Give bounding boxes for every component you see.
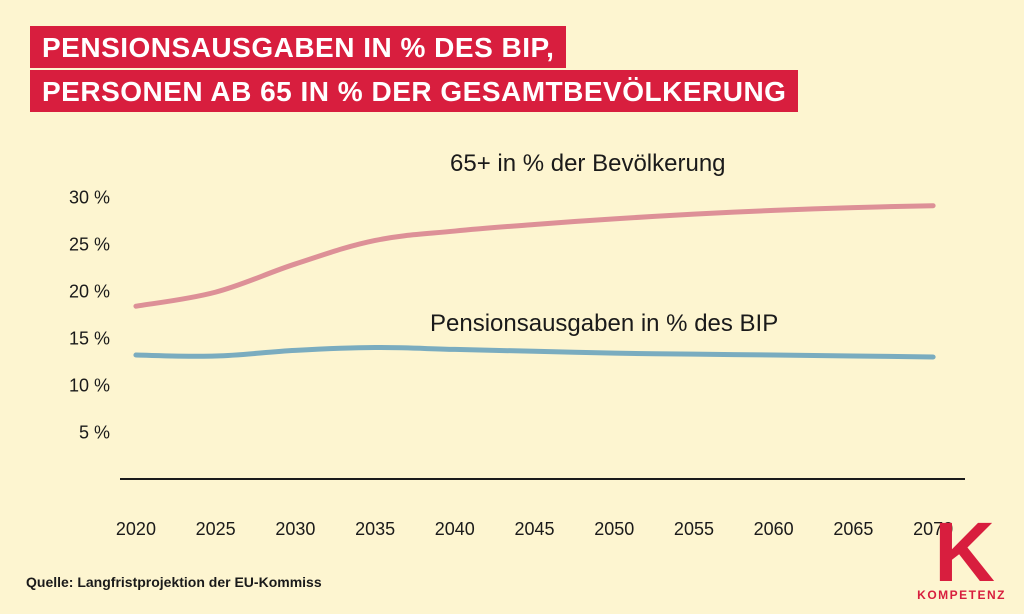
title-line-2: PERSONEN AB 65 IN % DER GESAMTBEVÖLKERUN… [30, 70, 798, 112]
x-tick: 2055 [674, 519, 714, 540]
logo-text: KOMPETENZ [917, 588, 1006, 602]
y-tick: 15 % [60, 329, 110, 350]
x-tick: 2025 [196, 519, 236, 540]
x-tick: 2065 [833, 519, 873, 540]
x-tick: 2035 [355, 519, 395, 540]
chart-title: PENSIONSAUSGABEN IN % DES BIP, PERSONEN … [0, 0, 1024, 114]
series-pop65 [136, 206, 933, 307]
y-tick: 30 % [60, 188, 110, 209]
x-tick: 2050 [594, 519, 634, 540]
series-pension [136, 348, 933, 357]
y-tick: 10 % [60, 376, 110, 397]
series-label-pop65: 65+ in % der Bevölkerung [450, 150, 726, 178]
y-tick: 25 % [60, 235, 110, 256]
x-tick: 2040 [435, 519, 475, 540]
chart: 5 %10 %15 %20 %25 %30 %20202025203020352… [65, 170, 965, 510]
x-tick: 2030 [275, 519, 315, 540]
series-label-pension: Pensionsausgaben in % des BIP [430, 310, 778, 338]
source-text: Quelle: Langfristprojektion der EU-Kommi… [26, 574, 322, 590]
x-tick: 2060 [754, 519, 794, 540]
brand-logo: K KOMPETENZ [917, 521, 1006, 602]
title-line-1: PENSIONSAUSGABEN IN % DES BIP, [30, 26, 566, 68]
x-tick: 2045 [514, 519, 554, 540]
logo-mark: K [917, 521, 1006, 584]
x-tick: 2020 [116, 519, 156, 540]
y-tick: 5 % [60, 423, 110, 444]
y-tick: 20 % [60, 282, 110, 303]
